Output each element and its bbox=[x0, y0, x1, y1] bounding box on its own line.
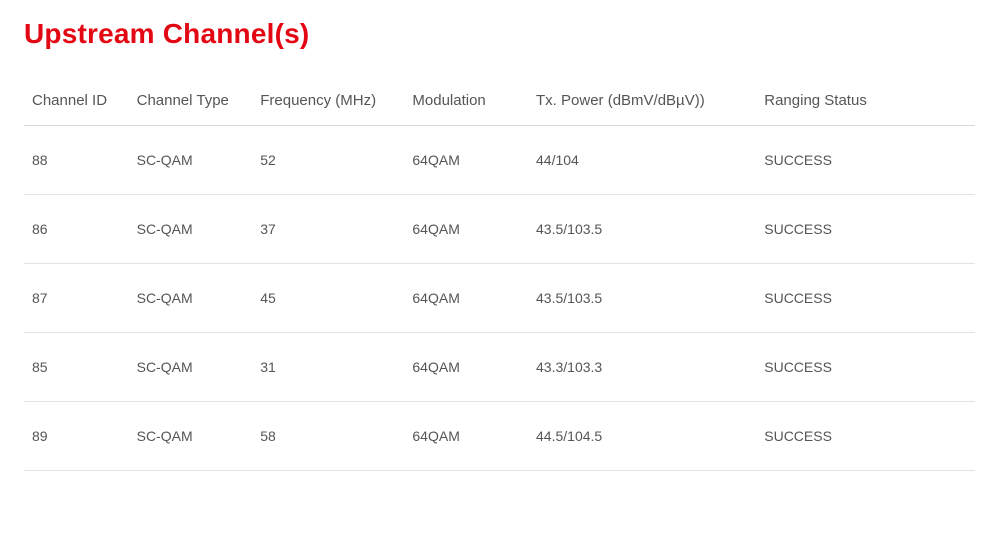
cell-channel-type: SC-QAM bbox=[129, 333, 253, 402]
col-frequency: Frequency (MHz) bbox=[252, 78, 404, 126]
cell-modulation: 64QAM bbox=[404, 264, 528, 333]
cell-modulation: 64QAM bbox=[404, 126, 528, 195]
cell-channel-type: SC-QAM bbox=[129, 126, 253, 195]
col-tx-power: Tx. Power (dBmV/dBµV)) bbox=[528, 78, 756, 126]
cell-channel-id: 87 bbox=[24, 264, 129, 333]
cell-frequency: 45 bbox=[252, 264, 404, 333]
cell-tx-power: 43.5/103.5 bbox=[528, 264, 756, 333]
table-row: 85 SC-QAM 31 64QAM 43.3/103.3 SUCCESS bbox=[24, 333, 975, 402]
cell-channel-id: 85 bbox=[24, 333, 129, 402]
cell-frequency: 52 bbox=[252, 126, 404, 195]
table-row: 87 SC-QAM 45 64QAM 43.5/103.5 SUCCESS bbox=[24, 264, 975, 333]
upstream-channels-table: Channel ID Channel Type Frequency (MHz) … bbox=[24, 78, 975, 471]
cell-frequency: 37 bbox=[252, 195, 404, 264]
col-modulation: Modulation bbox=[404, 78, 528, 126]
upstream-channels-panel: Upstream Channel(s) Channel ID Channel T… bbox=[0, 0, 999, 491]
cell-channel-id: 89 bbox=[24, 402, 129, 471]
table-row: 88 SC-QAM 52 64QAM 44/104 SUCCESS bbox=[24, 126, 975, 195]
table-header-row: Channel ID Channel Type Frequency (MHz) … bbox=[24, 78, 975, 126]
cell-ranging-status: SUCCESS bbox=[756, 264, 975, 333]
table-row: 89 SC-QAM 58 64QAM 44.5/104.5 SUCCESS bbox=[24, 402, 975, 471]
cell-tx-power: 44.5/104.5 bbox=[528, 402, 756, 471]
table-row: 86 SC-QAM 37 64QAM 43.5/103.5 SUCCESS bbox=[24, 195, 975, 264]
cell-channel-id: 88 bbox=[24, 126, 129, 195]
cell-tx-power: 43.5/103.5 bbox=[528, 195, 756, 264]
cell-ranging-status: SUCCESS bbox=[756, 333, 975, 402]
cell-frequency: 58 bbox=[252, 402, 404, 471]
cell-ranging-status: SUCCESS bbox=[756, 195, 975, 264]
col-channel-id: Channel ID bbox=[24, 78, 129, 126]
cell-channel-type: SC-QAM bbox=[129, 264, 253, 333]
cell-frequency: 31 bbox=[252, 333, 404, 402]
col-ranging-status: Ranging Status bbox=[756, 78, 975, 126]
cell-channel-type: SC-QAM bbox=[129, 402, 253, 471]
cell-modulation: 64QAM bbox=[404, 402, 528, 471]
cell-modulation: 64QAM bbox=[404, 195, 528, 264]
cell-channel-type: SC-QAM bbox=[129, 195, 253, 264]
col-channel-type: Channel Type bbox=[129, 78, 253, 126]
section-title: Upstream Channel(s) bbox=[24, 18, 975, 50]
cell-modulation: 64QAM bbox=[404, 333, 528, 402]
cell-ranging-status: SUCCESS bbox=[756, 402, 975, 471]
cell-channel-id: 86 bbox=[24, 195, 129, 264]
cell-tx-power: 43.3/103.3 bbox=[528, 333, 756, 402]
cell-tx-power: 44/104 bbox=[528, 126, 756, 195]
cell-ranging-status: SUCCESS bbox=[756, 126, 975, 195]
